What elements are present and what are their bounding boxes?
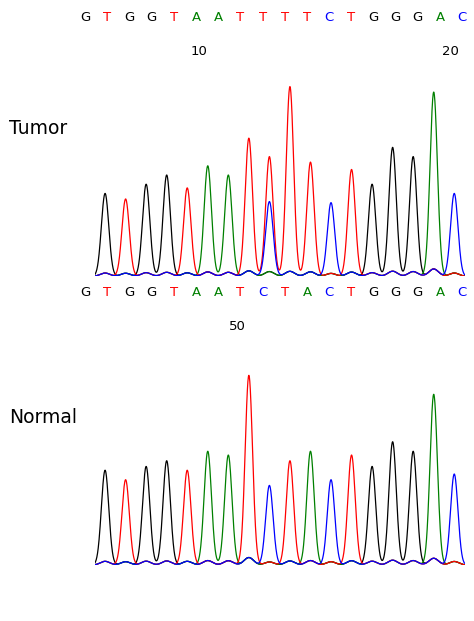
- Text: T: T: [281, 286, 289, 299]
- Text: A: A: [214, 11, 223, 24]
- Text: A: A: [191, 286, 201, 299]
- Text: T: T: [303, 11, 311, 24]
- Text: A: A: [302, 286, 311, 299]
- Text: T: T: [170, 286, 178, 299]
- Text: A: A: [191, 11, 201, 24]
- Text: A: A: [214, 286, 223, 299]
- Text: T: T: [237, 11, 245, 24]
- Text: Tumor: Tumor: [9, 119, 67, 138]
- Text: G: G: [391, 286, 401, 299]
- Text: 20: 20: [442, 45, 459, 58]
- Text: A: A: [436, 286, 445, 299]
- Text: A: A: [436, 11, 445, 24]
- Text: C: C: [325, 11, 334, 24]
- Text: 10: 10: [191, 45, 208, 58]
- Text: G: G: [413, 286, 423, 299]
- Text: T: T: [103, 286, 111, 299]
- Text: 50: 50: [228, 320, 246, 333]
- Text: G: G: [146, 11, 157, 24]
- Text: T: T: [347, 286, 356, 299]
- Text: G: G: [80, 11, 91, 24]
- Text: G: G: [391, 11, 401, 24]
- Text: G: G: [368, 286, 379, 299]
- Text: C: C: [457, 286, 467, 299]
- Text: T: T: [237, 286, 245, 299]
- Text: T: T: [103, 11, 111, 24]
- Text: C: C: [325, 286, 334, 299]
- Text: G: G: [413, 11, 423, 24]
- Text: G: G: [125, 11, 135, 24]
- Text: T: T: [281, 11, 289, 24]
- Text: Normal: Normal: [9, 408, 77, 427]
- Text: G: G: [125, 286, 135, 299]
- Text: C: C: [258, 286, 267, 299]
- Text: T: T: [259, 11, 267, 24]
- Text: T: T: [170, 11, 178, 24]
- Text: C: C: [457, 11, 467, 24]
- Text: T: T: [347, 11, 356, 24]
- Text: G: G: [146, 286, 157, 299]
- Text: G: G: [80, 286, 91, 299]
- Text: G: G: [368, 11, 379, 24]
